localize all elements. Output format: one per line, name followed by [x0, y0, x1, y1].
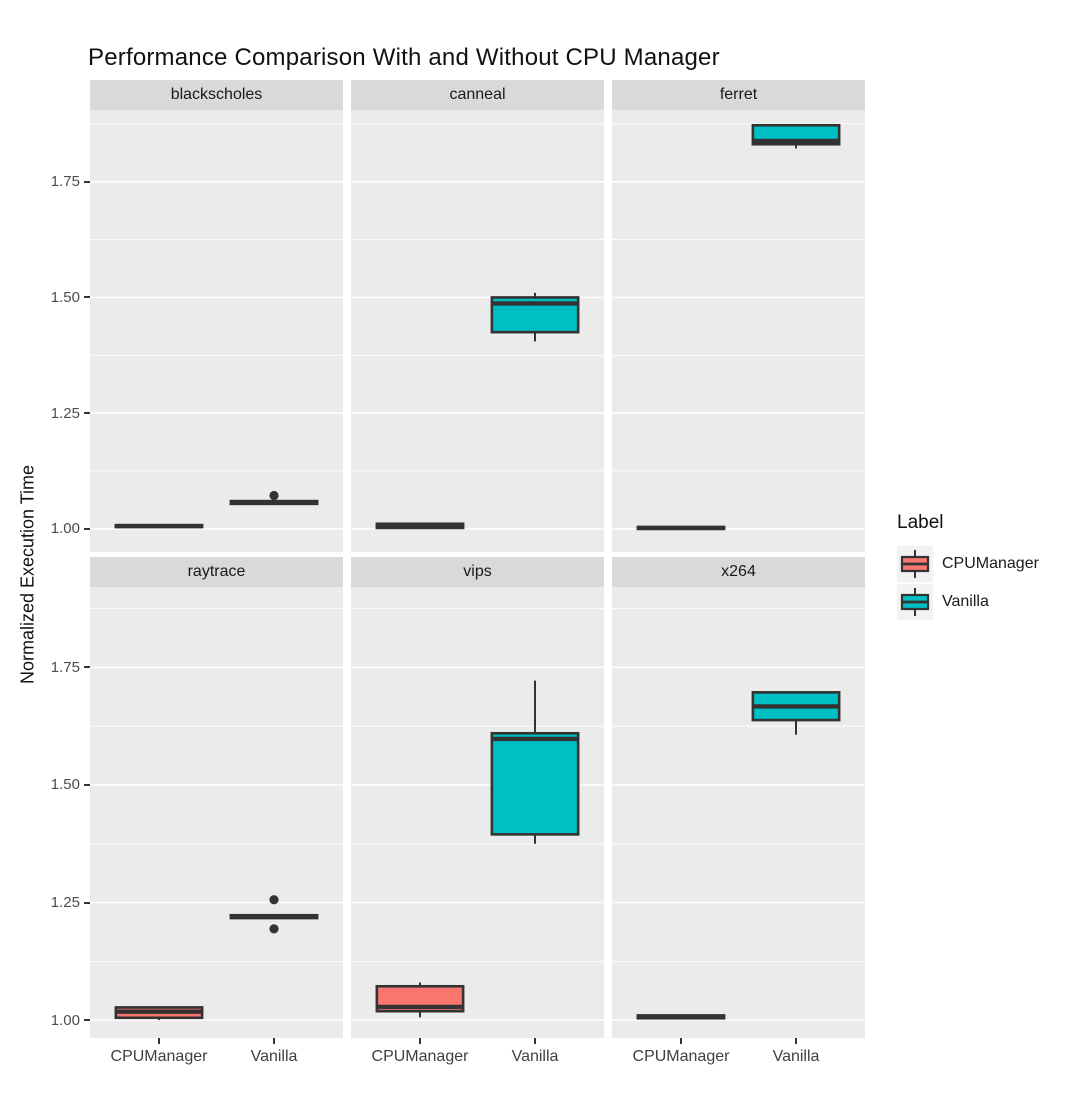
boxplot-key-icon — [897, 546, 933, 582]
y-tick-label: 1.75 — [50, 658, 80, 676]
x-tick-mark — [273, 1038, 275, 1044]
boxplot-key-glyph — [900, 550, 930, 578]
y-tick-mark — [84, 901, 90, 904]
y-tick-mark — [84, 666, 90, 669]
facet-strip-x264: x264 — [612, 557, 865, 587]
x-tick-label: CPUManager — [371, 1048, 469, 1065]
y-tick-mark — [84, 412, 90, 415]
legend-item-label: CPUManager — [942, 555, 1039, 572]
x-tick-label: CPUManager — [632, 1048, 730, 1065]
boxplot-ferret-Vanilla — [751, 123, 841, 149]
y-tick-mark — [84, 296, 90, 299]
boxplot-raytrace-CPUManager — [114, 1006, 204, 1021]
facet-strip-canneal: canneal — [351, 80, 604, 110]
boxplot-blackscholes-CPUManager — [114, 523, 204, 529]
facet-strip-label: ferret — [719, 86, 758, 103]
facet-panel-x264 — [612, 587, 865, 1038]
facet-strip-blackscholes: blackscholes — [90, 80, 343, 110]
legend-item-cpumanager: CPUManager — [897, 546, 1039, 582]
y-tick-label: 1.25 — [50, 404, 80, 422]
facet-panel-blackscholes — [90, 110, 343, 552]
x-tick-label: Vanilla — [511, 1048, 559, 1065]
box-rect — [490, 731, 580, 836]
legend-title: Label — [897, 512, 944, 533]
legend: Label CPUManager Vanilla — [897, 512, 1039, 622]
x-tick-mark — [679, 1038, 682, 1044]
outlier-point — [269, 924, 279, 934]
facet-strip-label: canneal — [449, 86, 506, 103]
outlier-point — [269, 490, 279, 501]
legend-item-label: Vanilla — [942, 593, 989, 610]
x-tick-label: Vanilla — [772, 1048, 820, 1065]
legend-item-vanilla: Vanilla — [897, 584, 1039, 620]
boxplot-canneal-Vanilla — [490, 292, 580, 342]
facet-strip-label: raytrace — [187, 563, 246, 580]
boxplot-key-icon — [897, 584, 933, 620]
facet-panel-vips — [351, 587, 604, 1038]
x-tick-mark — [157, 1038, 160, 1044]
y-tick-label: 1.25 — [50, 894, 80, 912]
x-tick-mark — [534, 1038, 536, 1044]
boxplot-vips-CPUManager — [375, 982, 465, 1018]
y-tick-label: 1.00 — [50, 520, 80, 538]
facet-strip-vips: vips — [351, 557, 604, 587]
x-tick-mark — [795, 1038, 797, 1044]
boxplot-raytrace-Vanilla — [229, 895, 319, 934]
facet-strip-raytrace: raytrace — [90, 557, 343, 587]
y-tick-label: 1.50 — [50, 288, 80, 306]
facet-strip-ferret: ferret — [612, 80, 865, 110]
boxplot-key-glyph — [900, 588, 930, 616]
y-tick-mark — [84, 1019, 90, 1022]
x-tick-label: CPUManager — [110, 1048, 208, 1065]
y-tick-label: 1.00 — [50, 1011, 80, 1029]
boxplot-vips-Vanilla — [490, 680, 580, 844]
y-tick-mark — [84, 180, 90, 183]
x-tick-mark — [418, 1038, 421, 1044]
boxplot-canneal-CPUManager — [375, 522, 465, 530]
facet-strip-label: x264 — [721, 563, 756, 580]
facet-panel-ferret — [612, 110, 865, 552]
y-tick-label: 1.50 — [50, 776, 80, 794]
outlier-point — [269, 895, 279, 905]
facet-panel-canneal — [351, 110, 604, 552]
boxplot-blackscholes-Vanilla — [229, 490, 319, 506]
plot-title: Performance Comparison With and Without … — [88, 44, 720, 71]
y-tick-mark — [84, 783, 90, 786]
boxplot-x264-CPUManager — [636, 1014, 726, 1020]
boxplot-ferret-CPUManager — [636, 525, 726, 531]
x-tick-label: Vanilla — [250, 1048, 298, 1065]
y-tick-label: 1.75 — [50, 173, 80, 191]
y-tick-mark — [84, 527, 90, 530]
facet-panel-raytrace — [90, 587, 343, 1038]
facet-strip-label: vips — [463, 563, 492, 580]
facet-strip-label: blackscholes — [170, 86, 263, 103]
boxplot-x264-Vanilla — [751, 691, 841, 735]
y-axis-title: Normalized Execution Time — [17, 464, 38, 685]
